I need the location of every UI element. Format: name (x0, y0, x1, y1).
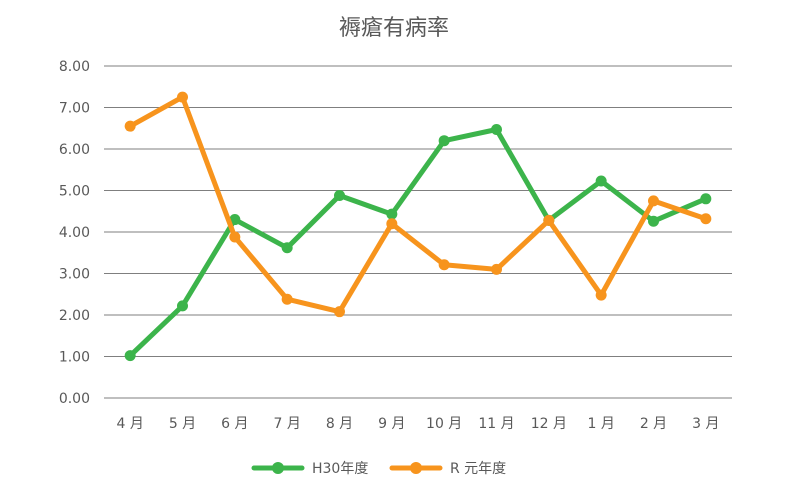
data-point (648, 195, 659, 207)
y-tick-label: 0.00 (59, 391, 90, 407)
gridlines (104, 65, 732, 399)
data-point (595, 175, 607, 187)
data-point (595, 289, 607, 301)
x-axis-ticks: 4 月 5 月 6 月 7 月 8 月 9 月 10 月 11 月 12 月 1 月 2 月 3 月 (116, 416, 719, 432)
y-tick-label: 6.00 (59, 142, 90, 158)
data-point (281, 293, 293, 305)
y-tick-label: 5.00 (59, 184, 90, 200)
series-line (127, 94, 709, 315)
x-tick-label: 7 月 (273, 416, 300, 432)
data-point (281, 242, 293, 254)
data-point (229, 214, 241, 226)
legend-marker (272, 462, 284, 474)
data-point (700, 193, 712, 205)
data-point (334, 306, 345, 318)
x-tick-label: 4 月 (116, 416, 143, 432)
chart-title: 褥瘡有病率 (339, 16, 449, 41)
data-point (543, 214, 555, 226)
data-point (438, 135, 450, 147)
data-point (124, 120, 136, 132)
data-point (334, 189, 345, 201)
data-point (386, 208, 398, 220)
y-axis-ticks: 0.00 1.00 2.00 3.00 4.00 5.00 6.00 7.00 8.00 (59, 59, 90, 407)
x-tick-label: 6 月 (221, 416, 248, 432)
data-point (700, 213, 712, 225)
y-tick-label: 1.00 (59, 350, 90, 366)
x-tick-label: 10 月 (426, 416, 462, 432)
y-tick-label: 2.00 (59, 308, 90, 324)
x-tick-label: 1 月 (587, 416, 614, 432)
data-point (386, 218, 398, 230)
data-point (648, 215, 659, 227)
data-point (491, 123, 502, 135)
legend-marker (410, 462, 422, 474)
legend-label: R 元年度 (450, 461, 506, 477)
data-point (438, 259, 450, 271)
x-tick-label: 9 月 (378, 416, 405, 432)
y-tick-label: 7.00 (59, 101, 90, 117)
y-tick-label: 3.00 (59, 267, 90, 283)
y-tick-label: 8.00 (59, 59, 90, 75)
series-2 (124, 91, 712, 318)
legend-item: R 元年度 (389, 461, 506, 477)
data-point (229, 231, 241, 243)
data-point (491, 263, 502, 275)
series-line (127, 127, 709, 359)
x-tick-label: 5 月 (169, 416, 196, 432)
legend-item: H30年度 (251, 461, 368, 477)
legend-label: H30年度 (312, 461, 368, 477)
x-tick-label: 3 月 (692, 416, 719, 432)
data-point (124, 350, 136, 362)
legend: H30年度 R 元年度 (251, 461, 506, 477)
x-tick-label: 8 月 (326, 416, 353, 432)
data-point (177, 300, 188, 312)
series-lines (124, 91, 712, 362)
x-tick-label: 12 月 (531, 416, 567, 432)
data-point (177, 91, 188, 103)
y-tick-label: 4.00 (59, 225, 90, 241)
x-tick-label: 2 月 (640, 416, 667, 432)
x-tick-label: 11 月 (478, 416, 514, 432)
